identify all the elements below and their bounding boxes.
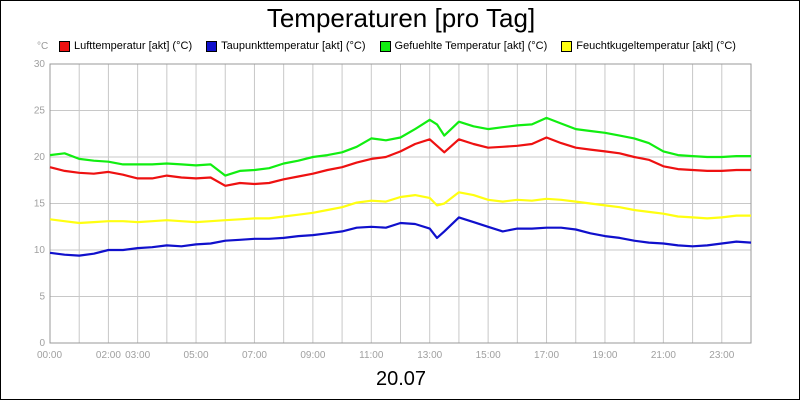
legend-label-gefuehlte-temperatur: Gefuehlte Temperatur [akt] (°C) [394, 40, 548, 52]
series-line-3 [49, 191, 751, 225]
legend-item-gefuehlte-temperatur: Gefuehlte Temperatur [akt] (°C) [379, 40, 548, 52]
legend-swatch-taupunkttemperatur [206, 40, 218, 52]
x-tick-label: 15:00 [476, 350, 501, 361]
y-axis-unit: °C [37, 41, 49, 52]
legend-swatch-gefuehlte-temperatur [379, 40, 391, 52]
legend-label-lufttemperatur: Lufttemperatur [akt] (°C) [74, 40, 193, 52]
legend: Lufttemperatur [akt] (°C) Taupunkttemper… [59, 39, 736, 53]
y-tick-label: 10 [34, 245, 46, 256]
chart-title: Temperaturen [pro Tag] [266, 3, 536, 33]
series-line-1 [49, 216, 752, 257]
legend-label-feuchtkugeltemperatur: Feuchtkugeltemperatur [akt] (°C) [576, 40, 736, 52]
legend-item-feuchtkugeltemperatur: Feuchtkugeltemperatur [akt] (°C) [561, 40, 736, 52]
x-tick-label: 07:00 [242, 350, 267, 361]
y-tick-label: 0 [39, 338, 45, 349]
y-tick-label: 25 [34, 106, 46, 117]
x-tick-label: 00:00 [37, 350, 62, 361]
y-tick-label: 30 [34, 59, 46, 70]
x-tick-label: 11:00 [359, 350, 384, 361]
series-line-0 [49, 136, 751, 187]
x-tick-label: 21:00 [651, 350, 676, 361]
legend-label-taupunkttemperatur: Taupunkttemperatur [akt] (°C) [221, 40, 366, 52]
legend-item-lufttemperatur: Lufttemperatur [akt] (°C) [59, 40, 192, 52]
x-tick-label: 02:00 [96, 350, 121, 361]
series-line-2 [49, 116, 751, 177]
x-tick-label: 05:00 [184, 350, 209, 361]
y-tick-label: 20 [34, 152, 46, 163]
x-tick-label: 17:00 [534, 350, 559, 361]
y-tick-label: 15 [34, 199, 46, 210]
date-label: 20.07 [375, 368, 427, 390]
legend-swatch-lufttemperatur [59, 40, 70, 52]
x-tick-label: 23:00 [709, 350, 734, 361]
x-tick-label: 03:00 [125, 350, 150, 361]
x-tick-label: 09:00 [300, 350, 325, 361]
plot-border [49, 63, 752, 344]
legend-swatch-feuchtkugeltemperatur [561, 40, 573, 52]
x-tick-label: 13:00 [417, 350, 442, 361]
legend-item-taupunkttemperatur: Taupunkttemperatur [akt] (°C) [206, 40, 366, 52]
x-tick-label: 19:00 [592, 350, 617, 361]
y-tick-label: 5 [39, 292, 45, 303]
